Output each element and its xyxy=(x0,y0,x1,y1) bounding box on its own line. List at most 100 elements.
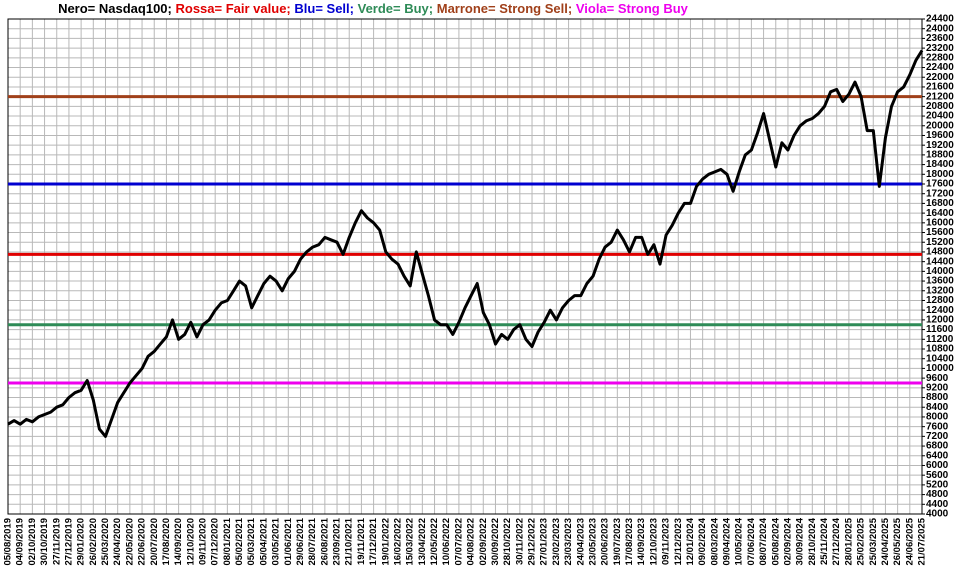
plot-frame xyxy=(7,18,923,515)
x-tick-label: 02/09/2022 xyxy=(478,518,489,566)
y-tick-label: 23200 xyxy=(926,43,954,54)
x-tick-label: 12/05/2022 xyxy=(429,518,440,566)
y-tick-label: 4800 xyxy=(926,489,949,500)
title-part: Viola= Strong Buy xyxy=(576,1,689,16)
x-tick-label: 09/02/2024 xyxy=(697,517,708,565)
y-tick-label: 18000 xyxy=(926,169,954,180)
x-tick-label: 16/02/2022 xyxy=(392,518,403,566)
x-tick-label: 12/12/2023 xyxy=(673,518,684,566)
title-part: Verde= Buy; xyxy=(358,1,434,16)
x-tick-label: 23/03/2023 xyxy=(563,518,574,566)
y-tick-label: 7200 xyxy=(926,431,949,442)
x-tick-label: 15/03/2022 xyxy=(405,518,416,566)
x-tick-label: 28/01/2025 xyxy=(843,517,854,565)
x-tick-label: 27/12/2019 xyxy=(63,518,74,566)
y-tick-label: 22800 xyxy=(926,52,954,63)
x-tick-label: 27/11/2019 xyxy=(51,518,62,565)
x-tick-label: 26/05/2025 xyxy=(892,517,903,565)
y-tick-label: 10400 xyxy=(926,353,954,364)
y-tick-label: 5600 xyxy=(926,470,949,481)
y-tick-label: 12400 xyxy=(926,305,954,316)
y-tick-label: 14400 xyxy=(926,256,954,267)
x-tick-label: 05/08/2019 xyxy=(3,518,14,566)
series-line xyxy=(7,49,924,438)
x-tick-label: 24/06/2025 xyxy=(904,517,915,565)
x-tick-label: 12/01/2024 xyxy=(685,517,696,565)
x-tick-label: 14/09/2023 xyxy=(636,518,647,566)
y-tick-label: 19600 xyxy=(926,130,954,141)
y-tick-label: 24000 xyxy=(926,23,954,34)
y-tick-label: 11600 xyxy=(926,324,954,335)
x-tick-label: 05/02/2021 xyxy=(234,517,245,565)
x-tick-label: 10/05/2024 xyxy=(734,517,745,565)
y-tick-label: 13200 xyxy=(926,285,954,296)
x-tick-label: 30/09/2022 xyxy=(490,518,501,566)
y-tick-label: 9600 xyxy=(926,373,949,384)
x-tick-label: 20/06/2023 xyxy=(600,518,611,566)
x-tick-label: 13/04/2022 xyxy=(417,518,428,566)
chart-title: Nero= Nasdaq100; Rossa= Fair value; Blu=… xyxy=(58,1,689,16)
x-tick-label: 27/12/2024 xyxy=(831,517,842,565)
x-tick-label: 19/11/2021 xyxy=(356,517,367,565)
y-tick-label: 10800 xyxy=(926,344,954,355)
title-part: Rossa= Fair value; xyxy=(176,1,291,16)
x-tick-label: 10/06/2022 xyxy=(441,518,452,566)
y-tick-label: 4000 xyxy=(926,509,949,520)
x-tick-label: 28/10/2024 xyxy=(807,517,818,565)
x-tick-label: 30/10/2019 xyxy=(39,518,50,566)
x-tick-label: 04/09/2019 xyxy=(15,518,26,566)
y-tick-label: 6800 xyxy=(926,441,949,452)
x-tick-label: 05/04/2021 xyxy=(258,517,269,565)
y-tick-label: 16800 xyxy=(926,198,954,209)
y-tick-label: 17200 xyxy=(926,188,954,199)
y-tick-label: 12000 xyxy=(926,315,954,326)
y-tick-label: 4400 xyxy=(926,499,949,510)
y-tick-label: 15200 xyxy=(926,237,954,248)
x-tick-label: 26/08/2021 xyxy=(319,517,330,565)
x-tick-label: 29/06/2021 xyxy=(295,517,306,565)
x-tick-label: 25/02/2025 xyxy=(856,517,867,565)
x-tick-label: 07/12/2020 xyxy=(210,518,221,566)
x-tick-label: 20/07/2020 xyxy=(149,518,160,566)
x-tick-label: 30/09/2024 xyxy=(795,517,806,565)
x-tick-label: 26/02/2020 xyxy=(88,518,99,566)
x-tick-label: 23/05/2023 xyxy=(587,518,598,566)
y-tick-label: 7600 xyxy=(926,421,949,432)
y-tick-label: 18800 xyxy=(926,150,954,161)
title-part: Blu= Sell; xyxy=(294,1,354,16)
x-tick-label: 28/10/2022 xyxy=(502,518,513,566)
y-tick-label: 9200 xyxy=(926,382,949,393)
x-tick-label: 25/11/2024 xyxy=(819,517,830,565)
x-tick-label: 02/09/2024 xyxy=(782,517,793,565)
y-tick-label: 19200 xyxy=(926,140,954,151)
x-tick-label: 08/07/2024 xyxy=(758,517,769,565)
y-tick-label: 13600 xyxy=(926,276,954,287)
y-tick-label: 14800 xyxy=(926,247,954,258)
y-tick-label: 22000 xyxy=(926,72,954,83)
x-tick-label: 23/02/2023 xyxy=(551,518,562,566)
x-tick-label: 09/11/2023 xyxy=(661,518,672,565)
x-tick-label: 01/06/2021 xyxy=(283,517,294,565)
y-tick-label: 15600 xyxy=(926,227,954,238)
x-tick-label: 25/03/2025 xyxy=(868,517,879,565)
x-tick-label: 22/06/2020 xyxy=(137,518,148,566)
x-tick-label: 05/08/2024 xyxy=(770,517,781,565)
title-part: Marrone= Strong Sell; xyxy=(437,1,572,16)
x-tick-label: 25/03/2020 xyxy=(100,518,111,566)
y-tick-label: 10000 xyxy=(926,363,954,374)
x-tick-label: 22/05/2020 xyxy=(124,518,135,566)
x-tick-label: 19/01/2022 xyxy=(380,518,391,566)
x-tick-label: 21/07/2025 xyxy=(917,517,928,565)
y-tick-label: 22400 xyxy=(926,62,954,73)
x-tick-label: 30/11/2022 xyxy=(514,518,525,565)
x-tick-label: 17/12/2021 xyxy=(368,517,379,565)
y-tick-label: 11200 xyxy=(926,334,954,345)
x-tick-label: 12/10/2020 xyxy=(185,518,196,566)
x-tick-label: 09/11/2020 xyxy=(198,518,209,565)
x-tick-label: 14/09/2020 xyxy=(173,518,184,566)
y-tick-label: 6000 xyxy=(926,460,949,471)
y-tick-label: 21600 xyxy=(926,82,954,93)
x-tick-label: 28/07/2021 xyxy=(307,517,318,565)
